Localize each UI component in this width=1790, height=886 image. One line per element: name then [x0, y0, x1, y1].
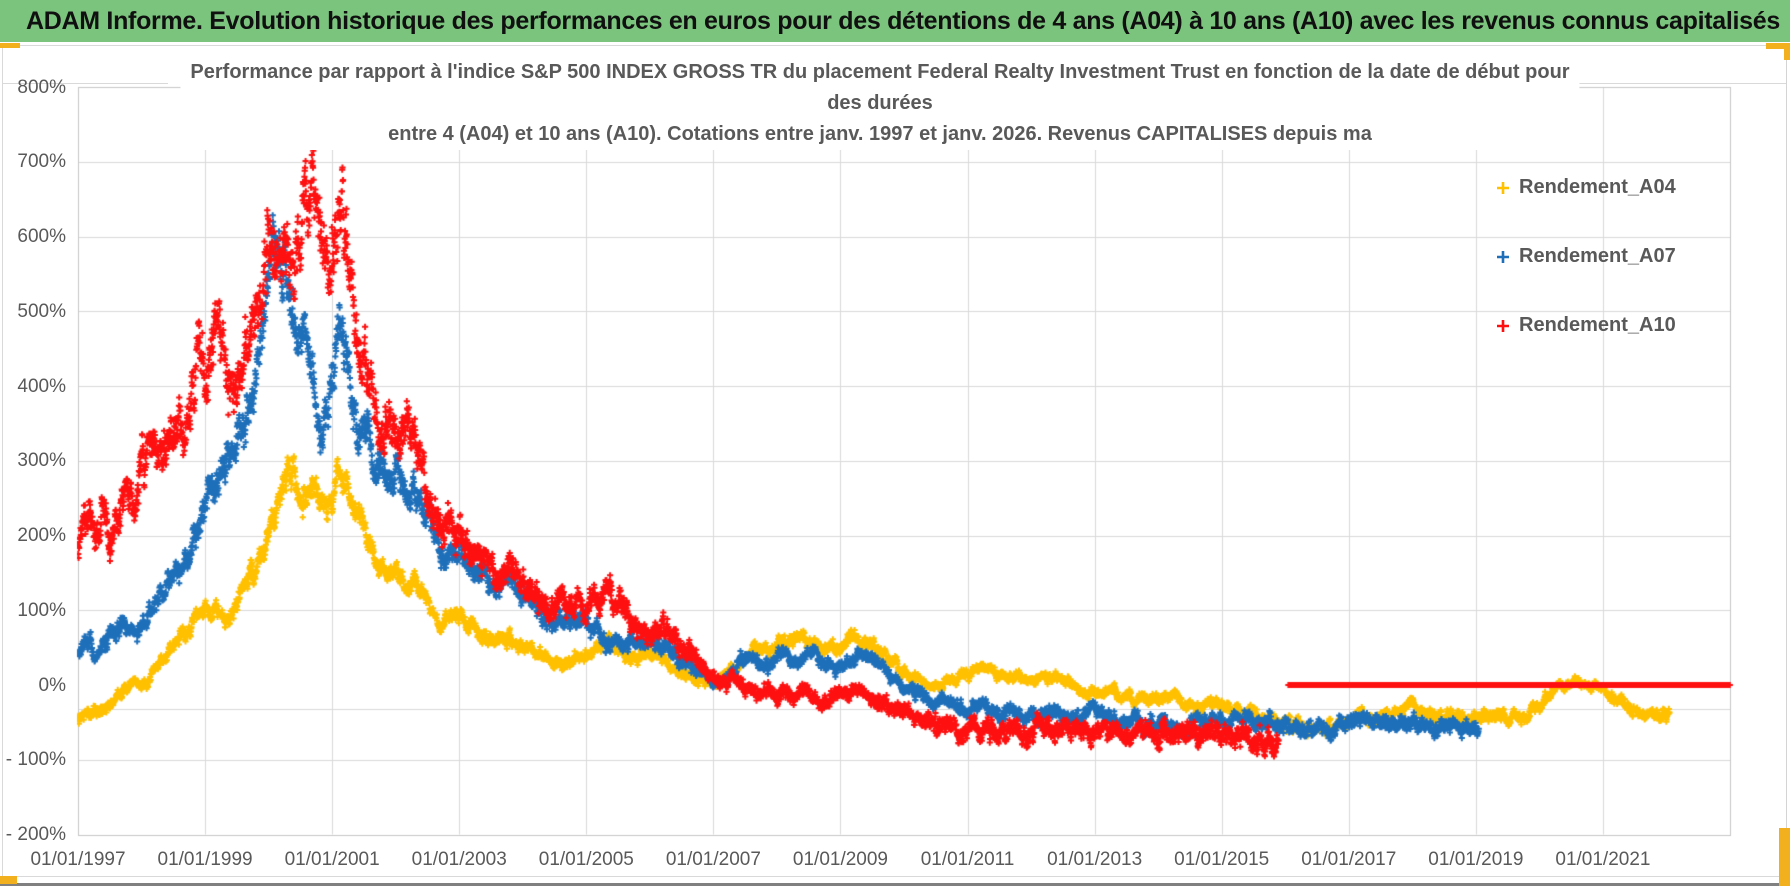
plus-marker-icon	[1497, 181, 1509, 194]
sheet-row-line-left	[2, 83, 168, 84]
x-tick-label: 01/01/2021	[1555, 849, 1651, 870]
selection-handle-top-left[interactable]	[0, 43, 20, 48]
y-tick-label: 0%	[38, 674, 66, 696]
legend: Rendement_A04 Rendement_A07 Rendement_A1…	[1496, 174, 1676, 381]
selection-handle-bottom-right[interactable]	[1779, 828, 1790, 886]
legend-label: Rendement_A04	[1519, 176, 1676, 198]
y-tick-label: 100%	[17, 599, 66, 621]
selection-handle-top-right[interactable]	[1766, 43, 1790, 49]
selection-handle-top-right-v[interactable]	[1784, 43, 1790, 60]
y-tick-label: 700%	[17, 151, 66, 173]
y-tick-label: 500%	[17, 300, 66, 322]
x-tick-label: 01/01/2017	[1301, 849, 1397, 870]
x-tick-label: 01/01/2003	[411, 849, 507, 870]
y-tick-label: - 100%	[5, 749, 66, 771]
y-tick-label: 300%	[17, 450, 66, 472]
x-tick-label: 01/01/2005	[538, 849, 634, 870]
chart-title: Performance par rapport à l'indice S&P 5…	[180, 57, 1580, 150]
legend-item-rendement-a10[interactable]: Rendement_A10	[1496, 312, 1676, 339]
sheet-row-line-right	[1557, 83, 1786, 84]
plus-marker-icon	[1497, 250, 1509, 263]
chart-title-line-2: des durées	[827, 92, 933, 114]
y-tick-label: - 200%	[5, 824, 66, 845]
y-tick-label: 200%	[17, 525, 66, 546]
legend-item-rendement-a04[interactable]: Rendement_A04	[1496, 174, 1676, 201]
x-tick-label: 01/01/2001	[284, 849, 380, 870]
sheet-bottom-line	[0, 876, 1790, 877]
chart-title-line-1: Performance par rapport à l'indice S&P 5…	[190, 61, 1570, 83]
chart-title-line-3: entre 4 (A04) et 10 ans (A10). Cotations…	[388, 123, 1372, 145]
x-tick-label: 01/01/1999	[157, 849, 253, 870]
y-tick-label: 400%	[17, 375, 66, 397]
legend-label: Rendement_A10	[1519, 314, 1676, 336]
x-tick-label: 01/01/2015	[1174, 849, 1270, 870]
selection-handle-bottom-left[interactable]	[0, 876, 17, 884]
x-tick-label: 01/01/2013	[1047, 849, 1143, 870]
x-tick-label: 01/01/2019	[1428, 849, 1524, 870]
y-tick-label: 800%	[17, 76, 66, 98]
x-tick-label: 01/01/2007	[665, 849, 761, 870]
legend-label: Rendement_A07	[1519, 245, 1676, 267]
x-tick-label: 01/01/1997	[30, 849, 126, 870]
x-tick-label: 01/01/2009	[792, 849, 888, 870]
plus-marker-icon	[1497, 319, 1509, 332]
y-tick-label: 600%	[17, 226, 66, 247]
legend-item-rendement-a07[interactable]: Rendement_A07	[1496, 243, 1676, 270]
x-tick-label: 01/01/2011	[920, 849, 1015, 870]
